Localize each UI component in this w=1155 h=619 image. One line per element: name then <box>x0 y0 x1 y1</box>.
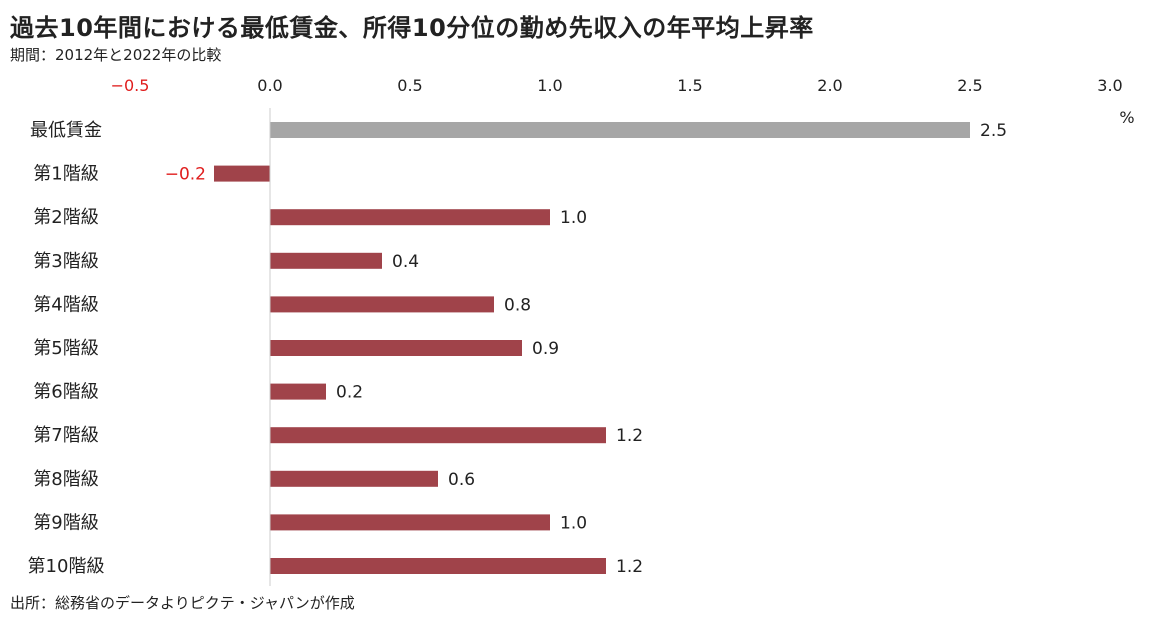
x-tick-label: 2.5 <box>957 76 982 95</box>
x-tick-label: 1.0 <box>537 76 562 95</box>
bar-min-wage <box>270 122 970 138</box>
bar-decile-5 <box>270 340 522 356</box>
bar-decile-9 <box>270 514 550 531</box>
category-label: 第2階級 <box>33 207 98 228</box>
value-label: 1.0 <box>560 208 587 228</box>
value-label: 1.0 <box>560 513 587 533</box>
value-label: −0.2 <box>165 165 206 185</box>
bar-decile-1 <box>214 165 270 182</box>
category-label: 第1階級 <box>33 164 98 185</box>
x-tick-label: 3.0 <box>1097 76 1122 95</box>
chart-title: 過去10年間における最低賃金、所得10分位の勤め先収入の年平均上昇率 <box>10 14 814 42</box>
category-label: 第10階級 <box>28 556 105 577</box>
category-label: 第6階級 <box>33 382 98 403</box>
chart-subtitle: 期間：2012年と2022年の比較 <box>10 46 222 64</box>
value-label: 0.4 <box>392 252 419 272</box>
value-label: 1.2 <box>616 426 643 446</box>
category-label: 最低賃金 <box>30 120 102 141</box>
category-label: 第7階級 <box>33 425 98 446</box>
value-label: 0.6 <box>448 470 475 490</box>
bar-decile-10 <box>270 558 606 574</box>
value-label: 1.2 <box>616 557 643 577</box>
bar-decile-4 <box>270 296 494 313</box>
category-label: 第5階級 <box>33 338 98 359</box>
value-label: 2.5 <box>980 121 1007 141</box>
category-label: 第8階級 <box>33 469 98 490</box>
value-label: 0.8 <box>504 295 531 315</box>
category-label: 第9階級 <box>33 512 98 533</box>
value-label: 0.9 <box>532 339 559 359</box>
x-tick-label: 0.0 <box>257 76 282 95</box>
bar-decile-8 <box>270 470 438 487</box>
x-tick-label: −0.5 <box>111 76 150 95</box>
x-tick-label: 1.5 <box>677 76 702 95</box>
category-label: 第4階級 <box>33 294 98 315</box>
x-tick-label: 0.5 <box>397 76 422 95</box>
bar-decile-6 <box>270 383 326 400</box>
category-label: 第3階級 <box>33 251 98 272</box>
bar-decile-2 <box>270 209 550 226</box>
bar-decile-7 <box>270 427 606 444</box>
bar-decile-3 <box>270 252 382 269</box>
unit-label: % <box>1119 108 1134 127</box>
value-label: 0.2 <box>336 383 363 403</box>
x-tick-label: 2.0 <box>817 76 842 95</box>
source-note: 出所：総務省のデータよりピクテ・ジャパンが作成 <box>10 594 355 612</box>
